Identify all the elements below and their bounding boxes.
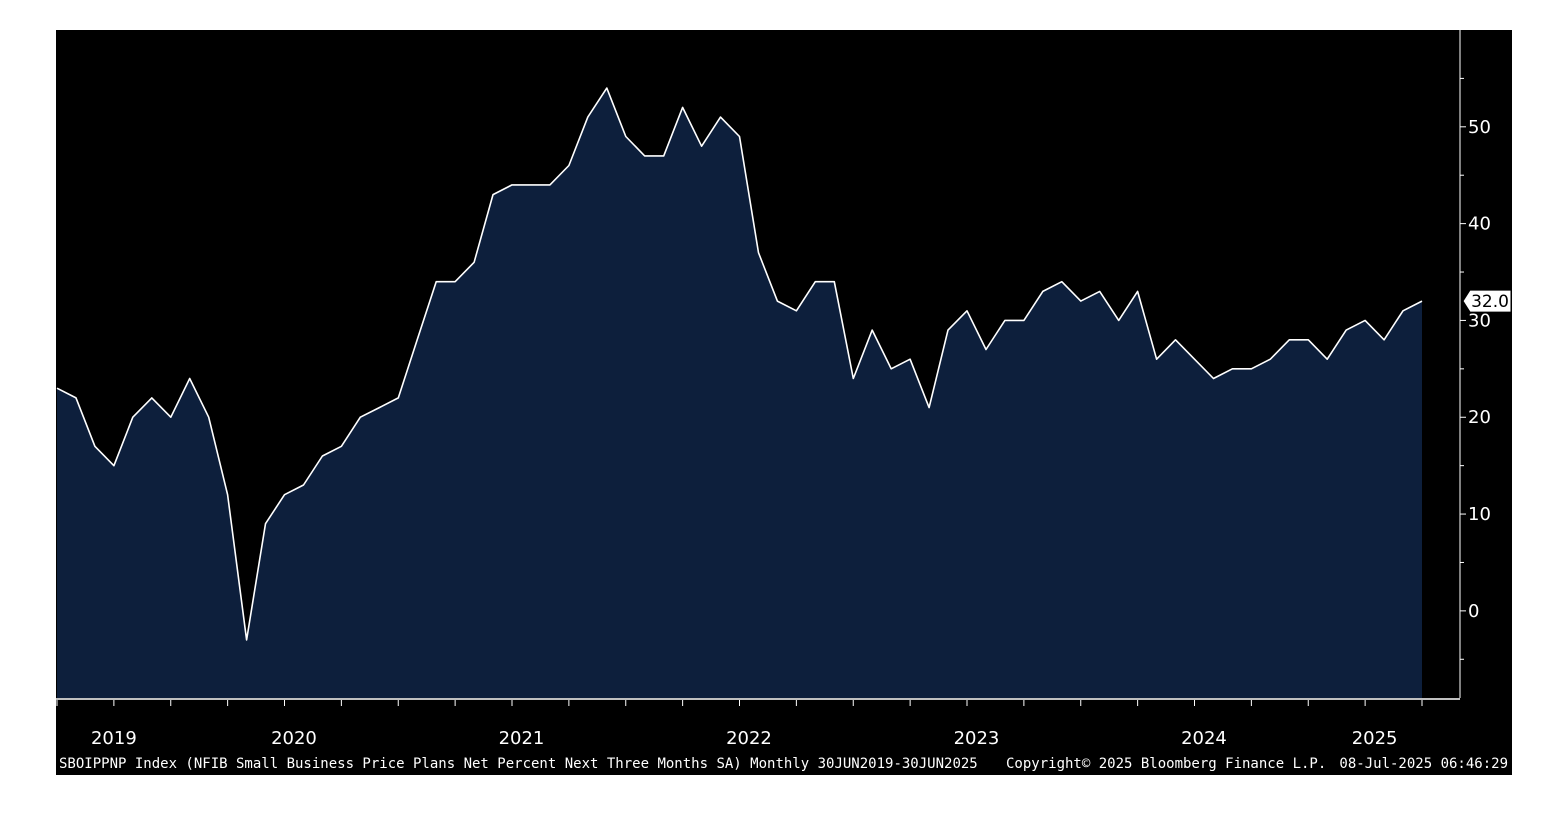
last-value-marker: 32.0 — [1462, 289, 1512, 313]
footer-timestamp: 08-Jul-2025 06:46:29 — [1339, 756, 1508, 772]
series-area-fill — [57, 88, 1422, 699]
series-line — [56, 87, 1423, 641]
y-tick-label: 40 — [1468, 214, 1491, 235]
x-year-label: 2024 — [1181, 728, 1227, 749]
x-year-label: 2022 — [726, 728, 772, 749]
x-axis-background — [56, 700, 1512, 775]
y-tick-label: 30 — [1468, 310, 1491, 331]
last-value-badge — [1462, 289, 1512, 313]
y-tick-label: 0 — [1468, 601, 1479, 622]
area-layer — [56, 87, 1423, 699]
footer-description: SBOIPPNP Index (NFIB Small Business Pric… — [59, 756, 978, 772]
last-value-label: 32.0 — [1471, 292, 1509, 312]
y-tick-label: 10 — [1468, 504, 1491, 525]
y-tick-label: 20 — [1468, 407, 1491, 428]
footer-copyright: Copyright© 2025 Bloomberg Finance L.P. — [1006, 756, 1326, 772]
x-year-label: 2023 — [954, 728, 1000, 749]
x-axis: 2019 2020 2021 2022 2023 2024 2025 — [56, 698, 1460, 749]
y-tick-label: 50 — [1468, 117, 1491, 138]
x-year-label: 2019 — [91, 728, 137, 749]
y-axis: 0 10 20 30 40 50 — [1459, 30, 1491, 698]
x-year-label: 2020 — [271, 728, 317, 749]
x-year-label: 2021 — [499, 728, 545, 749]
x-year-label: 2025 — [1352, 728, 1398, 749]
